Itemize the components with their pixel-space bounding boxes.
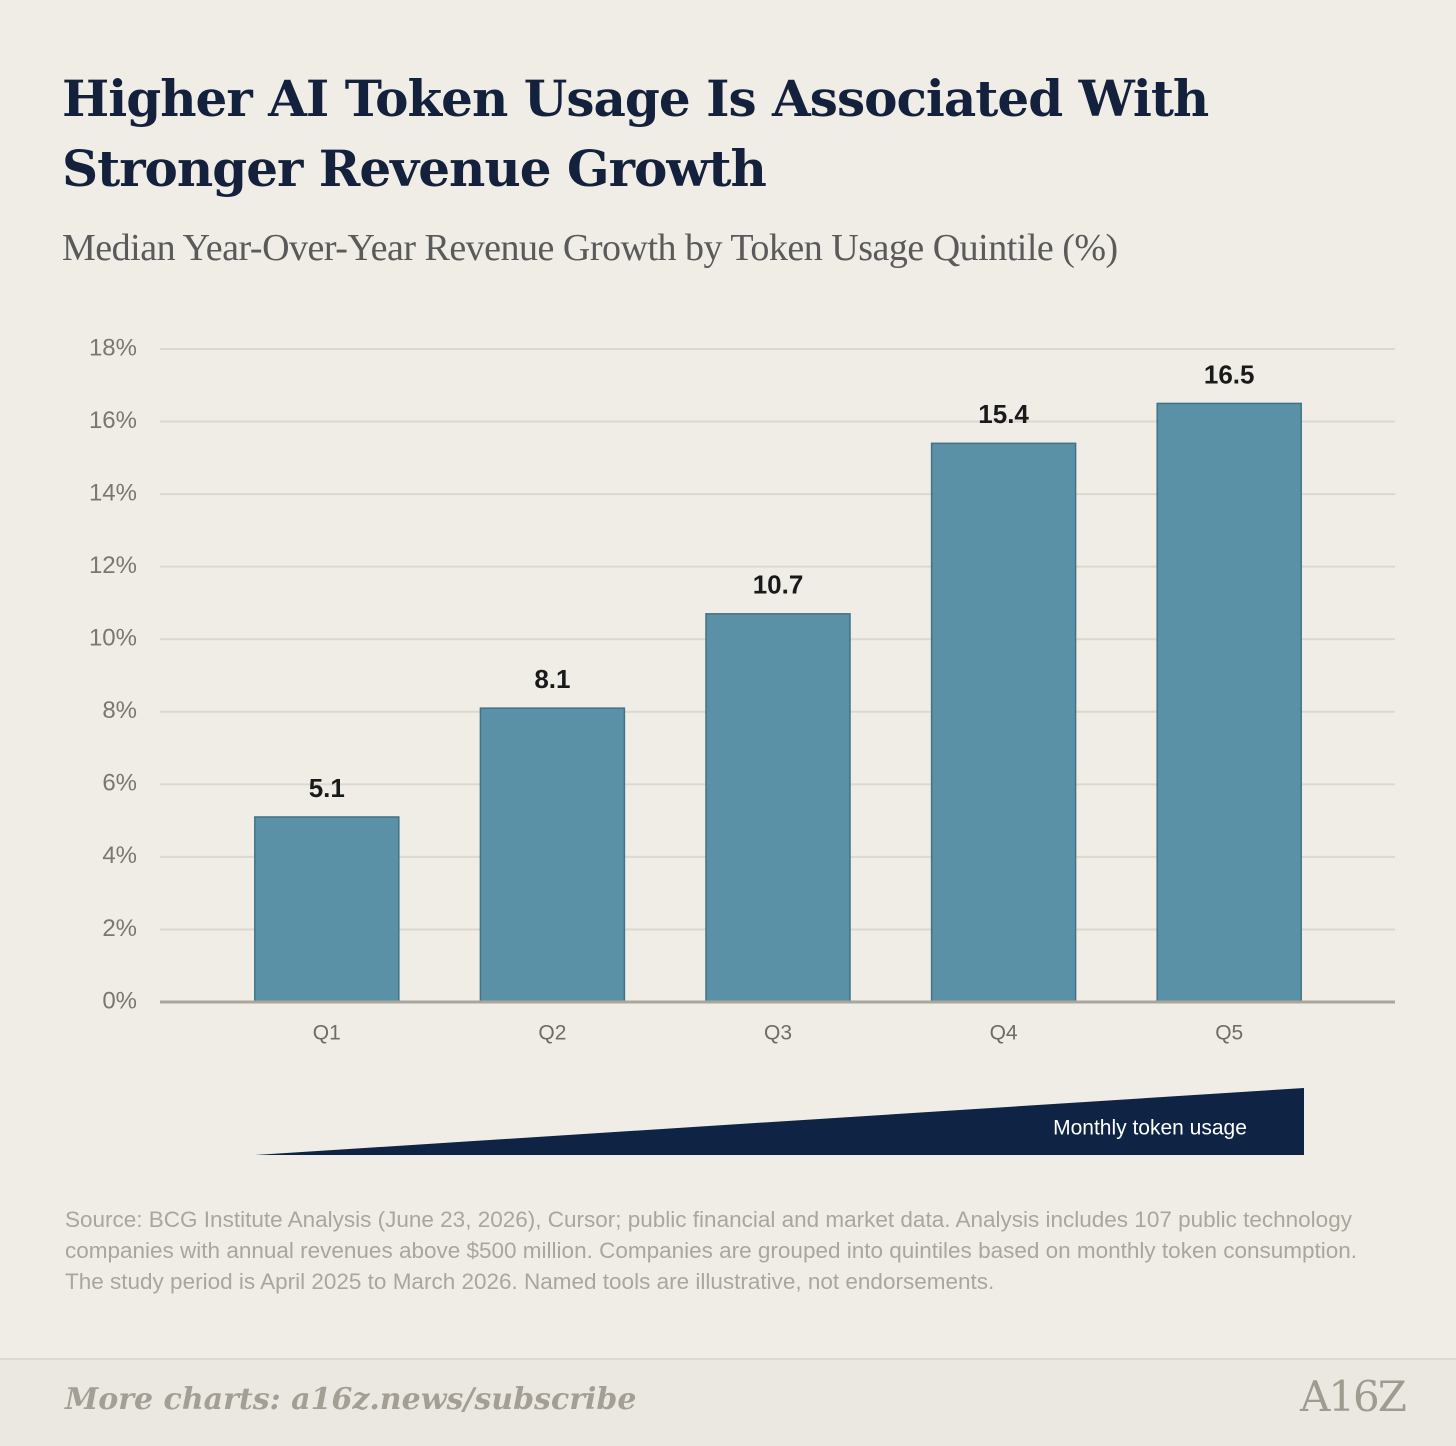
- y-tick-label: 14%: [89, 479, 137, 506]
- value-label: 10.7: [753, 570, 804, 600]
- x-tick-label: Q1: [313, 1022, 341, 1045]
- bar: [254, 816, 400, 1003]
- chart-subtitle: Median Year-Over-Year Revenue Growth by …: [62, 227, 1118, 269]
- y-tick-label: 18%: [89, 334, 137, 361]
- x-tick-label: Q2: [538, 1022, 566, 1045]
- y-tick-label: 16%: [89, 407, 137, 434]
- y-tick-label: 4%: [102, 842, 137, 869]
- y-tick-label: 6%: [102, 770, 137, 797]
- bar: [930, 442, 1077, 1003]
- x-tick-label: Q5: [1215, 1022, 1243, 1045]
- y-tick-label: 12%: [89, 552, 137, 579]
- bar: [1156, 402, 1302, 1003]
- source-note: Source: BCG Institute Analysis (June 23,…: [65, 1207, 1358, 1294]
- bar: [705, 613, 851, 1003]
- logo: A16Z: [1300, 1372, 1407, 1421]
- chart: Monthly token usage 0% 2% 4% 6% 8% 10% 12% 14% 1…: [89, 334, 1395, 1155]
- footer-band: [0, 1358, 1456, 1446]
- footer-link: More charts: a16z.news/subscribe: [65, 1382, 637, 1417]
- y-tick-label: 10%: [89, 625, 137, 652]
- bar: [479, 707, 626, 1003]
- y-tick-label: 0%: [102, 987, 137, 1014]
- y-tick-label: 2%: [102, 915, 137, 942]
- x-tick-label: Q4: [990, 1022, 1018, 1045]
- value-label: 16.5: [1204, 359, 1255, 389]
- x-tick-label: Q3: [764, 1022, 792, 1045]
- y-tick-label: 8%: [102, 697, 137, 724]
- value-label: 8.1: [534, 664, 570, 694]
- value-label: 15.4: [978, 399, 1029, 429]
- chart-title: Higher AI Token Usage Is Associated With…: [62, 69, 1209, 198]
- usage-wedge: [255, 1088, 1304, 1155]
- annotation: Monthly token usage: [1053, 1117, 1247, 1140]
- value-label: 5.1: [309, 773, 345, 803]
